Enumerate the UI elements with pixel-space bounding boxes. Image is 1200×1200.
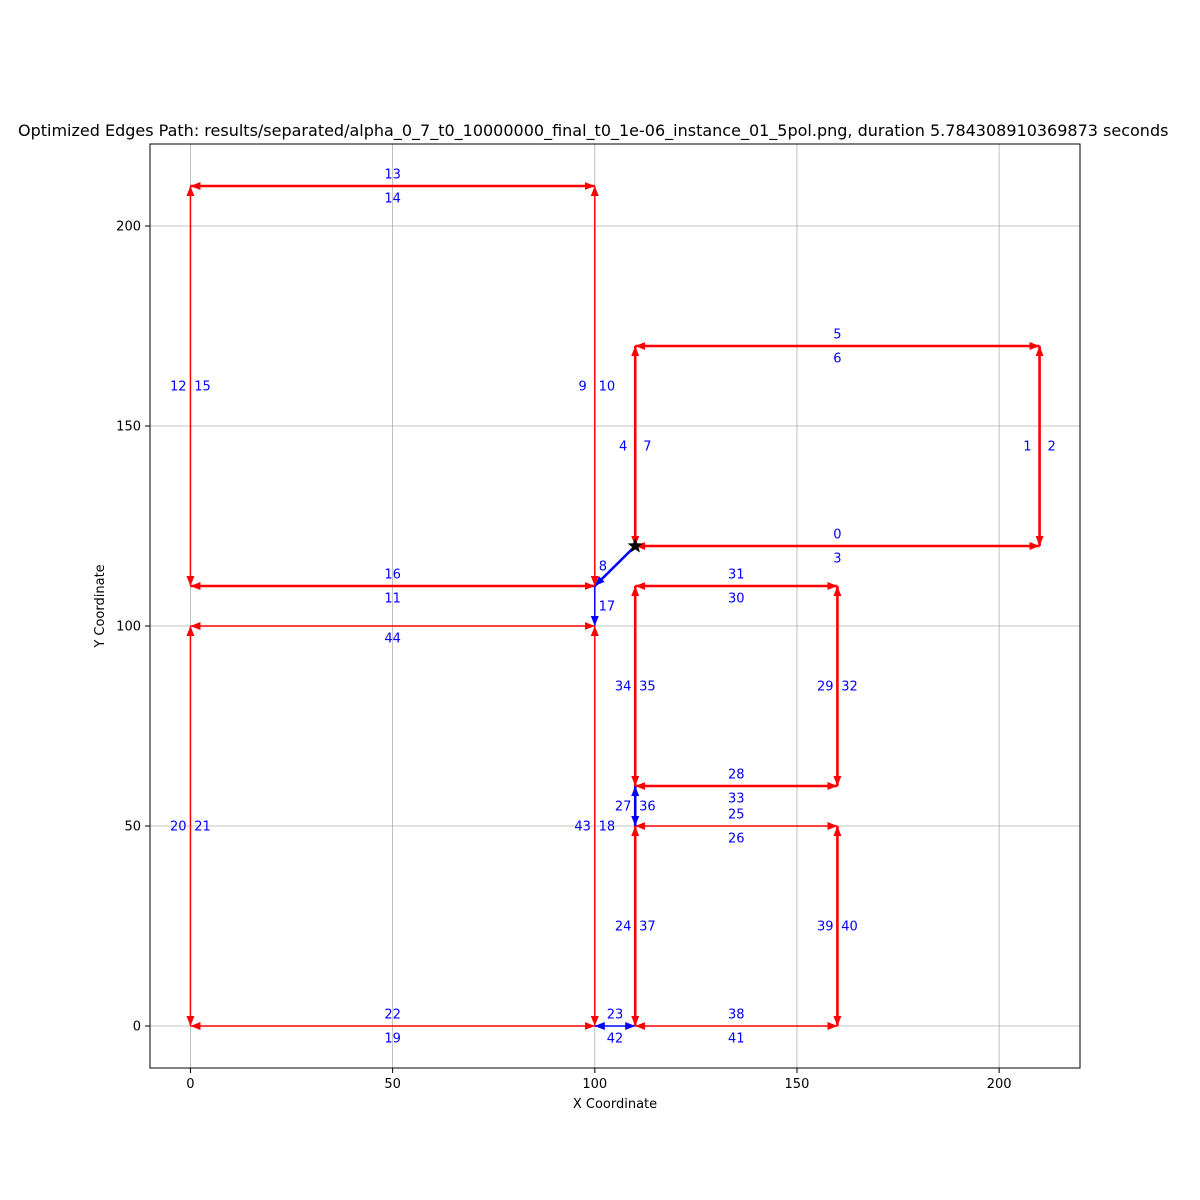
edge-label: 39 — [817, 920, 834, 935]
transit-edge — [593, 545, 637, 587]
edge-label: 44 — [384, 632, 401, 647]
edge-label: 40 — [841, 920, 858, 935]
edges — [186, 182, 1044, 1030]
edge-label: 30 — [728, 592, 745, 607]
edge-label: 25 — [728, 808, 745, 823]
y-tick-label: 0 — [133, 1020, 141, 1035]
edge-label: 35 — [639, 680, 656, 695]
edge-label: 9 — [579, 380, 587, 395]
edge-label: 33 — [728, 792, 745, 807]
x-tick-label: 50 — [384, 1077, 401, 1092]
edge-label: 34 — [615, 680, 632, 695]
x-tick-label: 100 — [582, 1077, 607, 1092]
edge-label: 28 — [728, 768, 745, 783]
edge-label: 14 — [384, 192, 401, 207]
edge-label: 17 — [599, 600, 616, 615]
y-tick-label: 50 — [124, 820, 141, 835]
y-axis-label: Y Coordinate — [93, 564, 108, 648]
edge-label: 16 — [384, 568, 401, 583]
edge-label: 15 — [194, 380, 211, 395]
edge-label: 41 — [728, 1032, 745, 1047]
edge-label: 4 — [619, 440, 627, 455]
edge-label: 38 — [728, 1008, 745, 1023]
x-tick-label: 200 — [987, 1077, 1012, 1092]
y-tick-label: 150 — [116, 420, 141, 435]
start-point-star — [627, 538, 643, 553]
edge-label: 20 — [170, 820, 187, 835]
edge-label: 8 — [599, 560, 607, 575]
edge-label: 37 — [639, 920, 656, 935]
x-tick-label: 0 — [186, 1077, 194, 1092]
edge-label: 22 — [384, 1008, 401, 1023]
edge-label: 5 — [833, 328, 841, 343]
edge-label: 32 — [841, 680, 858, 695]
edge-label: 18 — [599, 820, 616, 835]
chart-title: Optimized Edges Path: results/separated/… — [18, 121, 1168, 141]
edge-label: 42 — [607, 1032, 624, 1047]
edge-label: 19 — [384, 1032, 401, 1047]
edge-label: 12 — [170, 380, 187, 395]
edge-label: 29 — [817, 680, 834, 695]
edge-label: 6 — [833, 352, 841, 367]
edge-label: 27 — [615, 800, 632, 815]
x-axis-label: X Coordinate — [573, 1097, 657, 1112]
edge-label: 36 — [639, 800, 656, 815]
edge-label: 3 — [833, 552, 841, 567]
edge-label: 2 — [1048, 440, 1056, 455]
edge-label: 43 — [574, 820, 591, 835]
edge-label: 7 — [643, 440, 651, 455]
edge-label: 23 — [607, 1008, 624, 1023]
edge-label: 0 — [833, 528, 841, 543]
edge-label: 21 — [194, 820, 211, 835]
edge-label: 1 — [1023, 440, 1031, 455]
y-tick-label: 100 — [116, 620, 141, 635]
x-tick-label: 150 — [785, 1077, 810, 1092]
edge-label: 13 — [384, 168, 401, 183]
y-tick-label: 200 — [116, 220, 141, 235]
edge-label: 24 — [615, 920, 632, 935]
plot-frame — [149, 143, 1081, 1069]
edge-label: 31 — [728, 568, 745, 583]
edge-label: 26 — [728, 832, 745, 847]
edge-label: 11 — [384, 592, 401, 607]
edge-label: 10 — [599, 380, 616, 395]
